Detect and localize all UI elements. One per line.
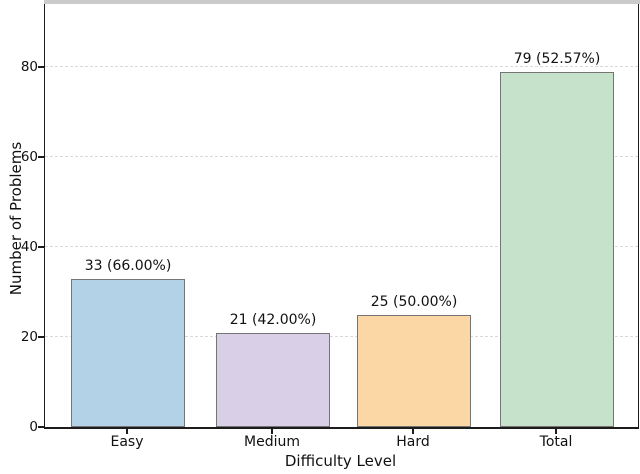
x-tick-label-medium: Medium [244, 434, 300, 450]
y-tick-label: 40 [20, 239, 38, 255]
y-tick-label: 80 [20, 59, 38, 75]
bar-total [500, 71, 614, 427]
top-spine [44, 0, 640, 4]
plot-area: 33 (66.00%) 21 (42.00%) 25 (50.00%) 79 (52.… [44, 0, 639, 429]
x-tick-mark [271, 429, 273, 434]
bar-value-label: 79 (52.57%) [513, 50, 601, 67]
gridline [45, 156, 638, 158]
y-tick-mark [38, 66, 44, 68]
y-tick-mark [38, 336, 44, 338]
y-tick-label: 0 [29, 419, 38, 435]
y-tick-mark [38, 156, 44, 158]
bar-easy [71, 278, 185, 427]
y-tick-mark [38, 246, 44, 248]
bar-value-label: 21 (42.00%) [229, 311, 317, 328]
bar-medium [216, 332, 330, 427]
x-tick-label-total: Total [539, 434, 573, 450]
gridline [45, 246, 638, 248]
bar-hard [357, 314, 471, 427]
y-tick-label: 20 [20, 329, 38, 345]
x-tick-label-hard: Hard [396, 434, 430, 450]
x-tick-label-easy: Easy [110, 434, 144, 450]
bar-value-label: 25 (50.00%) [370, 293, 458, 310]
x-axis-title: Difficulty Level [284, 452, 397, 470]
x-tick-mark [412, 429, 414, 434]
gridline [45, 336, 638, 338]
gridline [45, 66, 638, 68]
x-tick-mark [555, 429, 557, 434]
y-tick-mark [38, 426, 44, 428]
x-tick-mark [126, 429, 128, 434]
y-tick-label: 60 [20, 149, 38, 165]
bar-value-label: 33 (66.00%) [84, 257, 172, 274]
